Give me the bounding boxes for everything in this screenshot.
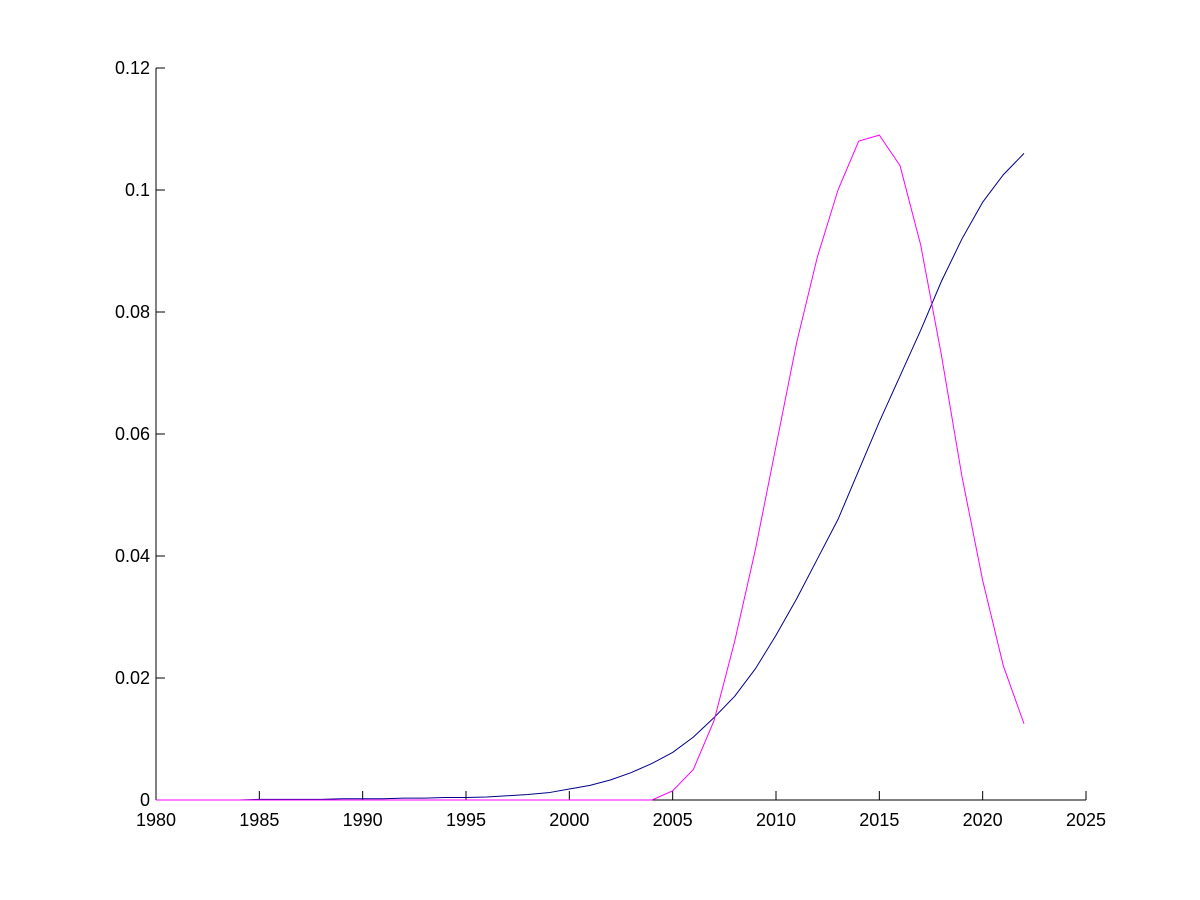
line-series [156,153,1025,801]
y-tick-label: 0.06 [115,424,150,444]
x-tick-label: 2000 [549,810,589,830]
x-tick-label: 1995 [446,810,486,830]
x-tick-label: 1985 [239,810,279,830]
x-tick-label: 2015 [859,810,899,830]
y-tick-label: 0.12 [115,58,150,78]
x-tick-label: 2010 [756,810,796,830]
y-tick-label: 0.02 [115,668,150,688]
y-tick-label: 0.04 [115,546,150,566]
y-tick-label: 0.1 [125,180,150,200]
x-tick-label: 1980 [136,810,176,830]
x-tick-label: 2005 [653,810,693,830]
y-tick-label: 0 [140,790,150,810]
x-tick-label: 2020 [963,810,1003,830]
x-tick-label: 1990 [343,810,383,830]
y-tick-label: 0.08 [115,302,150,322]
x-tick-label: 2025 [1066,810,1106,830]
line-series [156,134,1025,801]
